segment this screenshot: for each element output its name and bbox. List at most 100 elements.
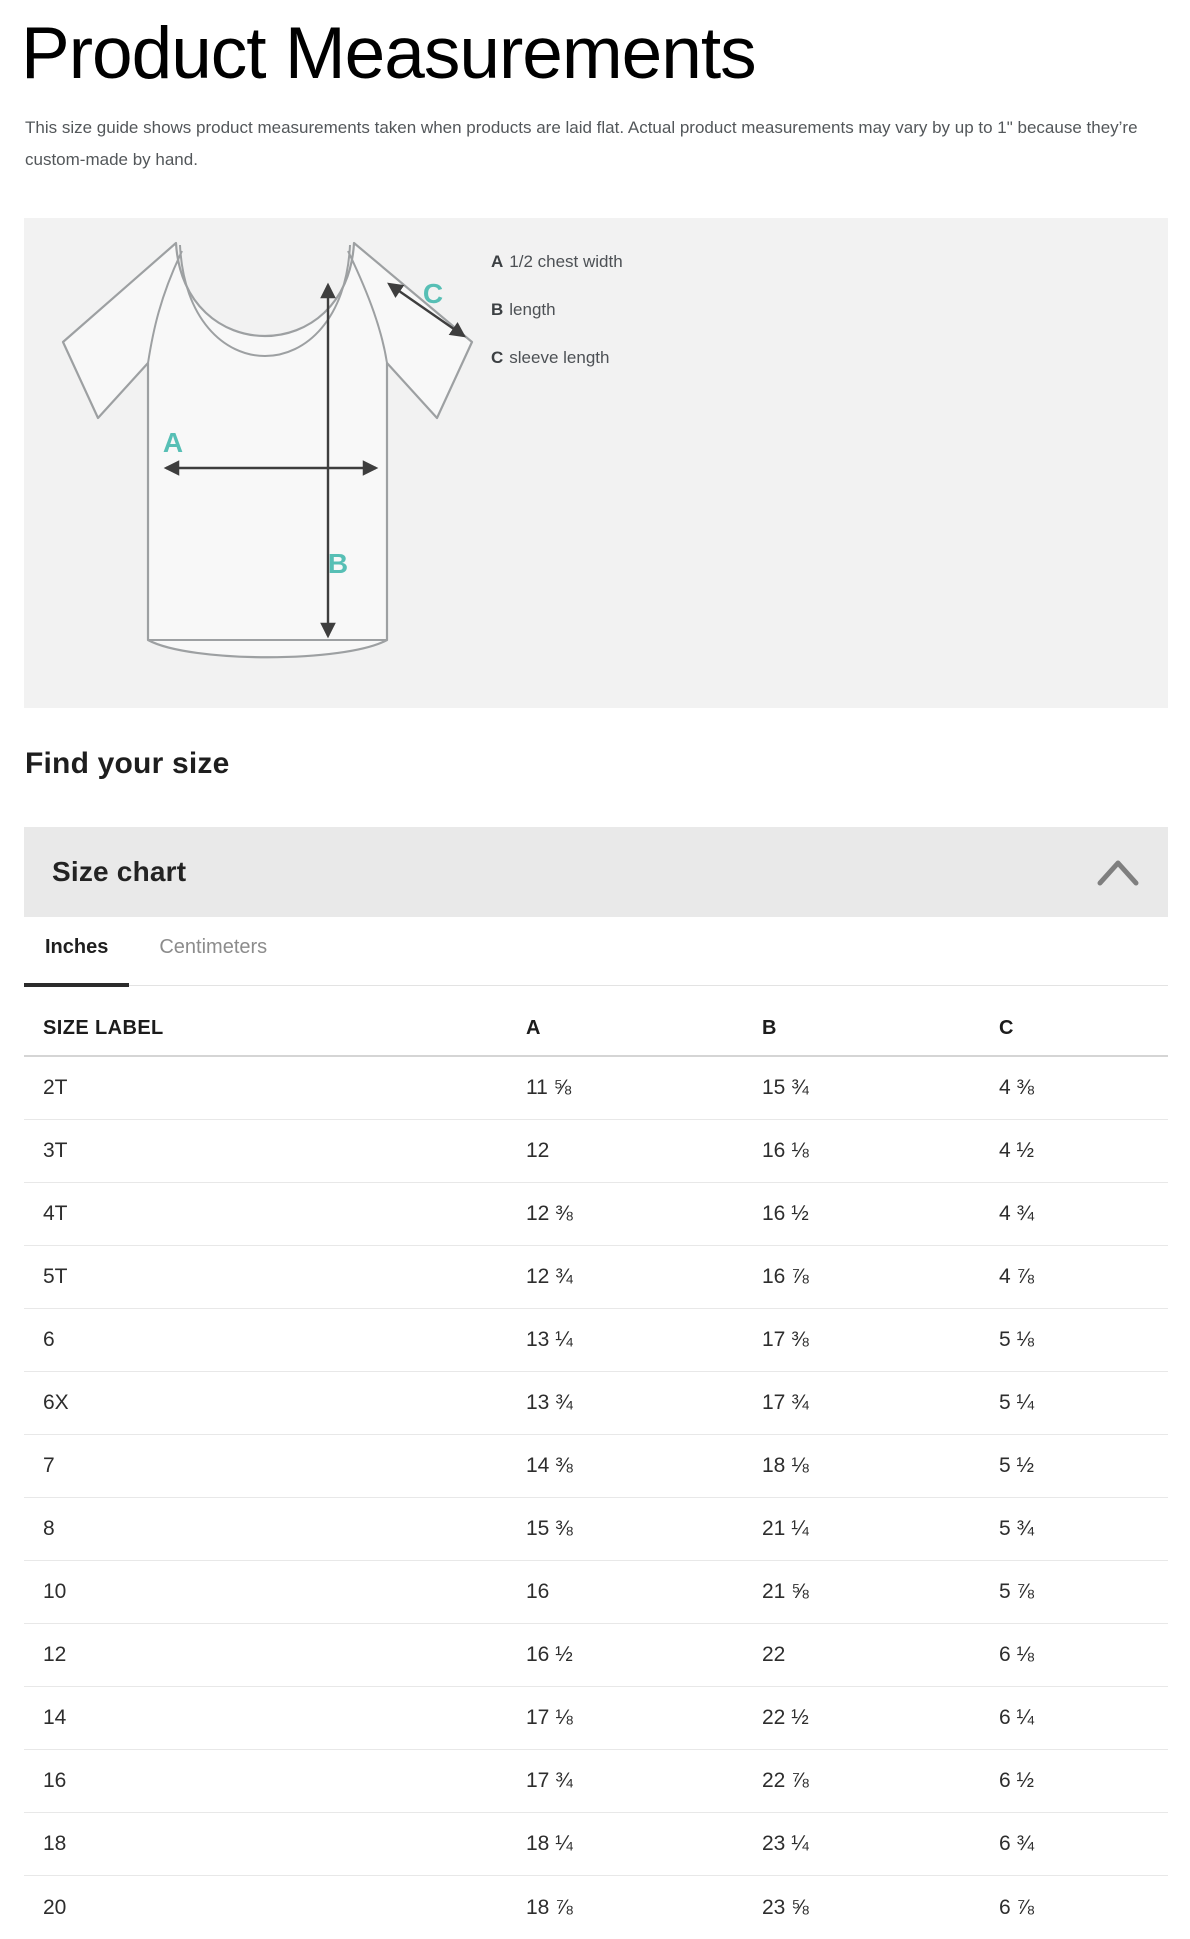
size-label-cell: 6 xyxy=(43,1328,55,1351)
measurement-cell: 18 ⅞ xyxy=(526,1895,573,1919)
legend-key: A xyxy=(491,252,504,271)
measurement-cell: 11 ⅝ xyxy=(526,1076,572,1099)
table-row-6: 6 13 ¼ 17 ⅜ 5 ⅛ xyxy=(24,1309,1168,1372)
measurement-cell: 16 ⅛ xyxy=(762,1139,809,1162)
marker-c-label: C xyxy=(423,278,443,309)
measurement-cell: 14 ⅜ xyxy=(526,1454,573,1477)
table-row-14: 14 17 ⅛ 22 ½ 6 ¼ xyxy=(24,1687,1168,1750)
measurement-cell: 18 ¼ xyxy=(526,1832,573,1855)
chevron-up-icon[interactable] xyxy=(1096,857,1140,887)
size-label-cell: 20 xyxy=(43,1895,67,1919)
measurement-cell: 4 ½ xyxy=(999,1139,1035,1162)
measurement-cell: 6 ⅞ xyxy=(999,1895,1035,1919)
table-row-5t: 5T 12 ¾ 16 ⅞ 4 ⅞ xyxy=(24,1246,1168,1309)
size-chart-header[interactable]: Size chart xyxy=(24,827,1168,917)
unit-tabs: Inches Centimeters xyxy=(24,934,1168,987)
measurement-cell: 4 ⅜ xyxy=(999,1076,1035,1099)
measurement-cell: 23 ⅝ xyxy=(762,1895,809,1919)
measurement-cell: 23 ¼ xyxy=(762,1832,809,1855)
measurement-cell: 15 ¾ xyxy=(762,1076,809,1099)
column-header-a: A xyxy=(526,1017,541,1039)
size-chart-title: Size chart xyxy=(52,856,187,887)
measurement-cell: 22 ⅞ xyxy=(762,1769,809,1792)
measurement-cell: 12 ⅜ xyxy=(526,1202,573,1225)
table-row-8: 8 15 ⅜ 21 ¼ 5 ¾ xyxy=(24,1498,1168,1561)
size-label-cell: 4T xyxy=(43,1202,68,1225)
size-table-body: 2T 11 ⅝ 15 ¾ 4 ⅜ 3T 12 16 ⅛ 4 ½ 4T 12 ⅜ 16 ½ 4 ¾ 5T 1… xyxy=(24,1057,1168,1939)
legend-line-a: A 1/2 chest width xyxy=(491,238,623,286)
size-table: SIZE LABEL A B C 2T 11 ⅝ 15 ¾ 4 ⅜ 3T 12 16 ⅛ 4 ½ 4T… xyxy=(24,1002,1168,1939)
measurement-cell: 18 ⅛ xyxy=(762,1454,809,1477)
find-your-size-heading: Find your size xyxy=(25,747,230,780)
measurement-cell: 5 ⅛ xyxy=(999,1328,1035,1351)
table-row-4t: 4T 12 ⅜ 16 ½ 4 ¾ xyxy=(24,1183,1168,1246)
size-label-cell: 16 xyxy=(43,1769,67,1792)
measurement-cell: 6 ¼ xyxy=(999,1706,1035,1729)
size-label-cell: 8 xyxy=(43,1517,55,1540)
measurement-cell: 4 ⅞ xyxy=(999,1265,1035,1288)
legend-key: C xyxy=(491,348,504,367)
table-row-7: 7 14 ⅜ 18 ⅛ 5 ½ xyxy=(24,1435,1168,1498)
size-label-cell: 14 xyxy=(43,1706,67,1729)
size-label-cell: 12 xyxy=(43,1643,67,1666)
column-header-b: B xyxy=(762,1017,777,1039)
measurement-cell: 12 ¾ xyxy=(526,1265,573,1288)
tshirt-outline xyxy=(61,241,474,659)
measurement-cell: 16 ½ xyxy=(762,1202,809,1225)
measurement-cell: 21 ¼ xyxy=(762,1517,809,1540)
measurement-cell: 13 ¾ xyxy=(526,1391,573,1414)
table-row-20: 20 18 ⅞ 23 ⅝ 6 ⅞ xyxy=(24,1876,1168,1939)
size-label-cell: 10 xyxy=(43,1580,67,1603)
size-label-cell: 5T xyxy=(43,1265,68,1288)
measurement-cell: 17 ⅛ xyxy=(526,1706,573,1729)
measurement-cell: 12 xyxy=(526,1139,550,1162)
size-table-header-row: SIZE LABEL A B C xyxy=(24,1002,1168,1057)
legend-text: length xyxy=(509,300,556,319)
legend-text: 1/2 chest width xyxy=(509,252,623,271)
measurement-cell: 17 ¾ xyxy=(762,1391,809,1414)
size-label-cell: 18 xyxy=(43,1832,67,1855)
tshirt-seams xyxy=(147,244,388,641)
measurement-cell: 22 ½ xyxy=(762,1706,809,1729)
table-row-18: 18 18 ¼ 23 ¼ 6 ¾ xyxy=(24,1813,1168,1876)
measurement-cell: 22 xyxy=(762,1643,786,1666)
measurement-cell: 17 ⅜ xyxy=(762,1328,809,1351)
measurement-cell: 5 ¼ xyxy=(999,1391,1035,1414)
measurement-cell: 6 ¾ xyxy=(999,1832,1035,1855)
measurement-cell: 5 ⅞ xyxy=(999,1580,1035,1603)
marker-a-label: A xyxy=(163,427,183,458)
measurement-cell: 13 ¼ xyxy=(526,1328,573,1351)
table-row-12: 12 16 ½ 22 6 ⅛ xyxy=(24,1624,1168,1687)
page-subtitle: This size guide shows product measuremen… xyxy=(25,118,1138,169)
measurement-cell: 6 ½ xyxy=(999,1769,1035,1792)
column-header-c: C xyxy=(999,1017,1014,1039)
measurement-cell: 15 ⅜ xyxy=(526,1517,573,1540)
marker-b-label: B xyxy=(328,548,348,579)
measurement-cell: 17 ¾ xyxy=(526,1769,573,1792)
tab-centimeters[interactable]: Centimeters xyxy=(159,936,268,958)
table-row-16: 16 17 ¾ 22 ⅞ 6 ½ xyxy=(24,1750,1168,1813)
legend-text: sleeve length xyxy=(509,348,610,367)
size-label-cell: 3T xyxy=(43,1139,68,1162)
measurement-cell: 21 ⅝ xyxy=(762,1580,809,1603)
table-row-3t: 3T 12 16 ⅛ 4 ½ xyxy=(24,1120,1168,1183)
measurement-arrows xyxy=(163,282,466,639)
measurement-cell: 4 ¾ xyxy=(999,1202,1035,1225)
column-header-size-label: SIZE LABEL xyxy=(43,1017,164,1039)
page-title: Product Measurements xyxy=(21,13,757,94)
measurement-cell: 5 ½ xyxy=(999,1454,1035,1477)
table-row-6x: 6X 13 ¾ 17 ¾ 5 ¼ xyxy=(24,1372,1168,1435)
table-row-2t: 2T 11 ⅝ 15 ¾ 4 ⅜ xyxy=(24,1057,1168,1120)
tab-inches[interactable]: Inches xyxy=(24,934,130,987)
size-label-cell: 2T xyxy=(43,1076,68,1099)
measurement-cell: 16 ⅞ xyxy=(762,1265,809,1288)
measurement-cell: 5 ¾ xyxy=(999,1517,1035,1540)
measurement-cell: 16 ½ xyxy=(526,1643,573,1666)
legend-key: B xyxy=(491,300,504,319)
table-row-10: 10 16 21 ⅝ 5 ⅞ xyxy=(24,1561,1168,1624)
